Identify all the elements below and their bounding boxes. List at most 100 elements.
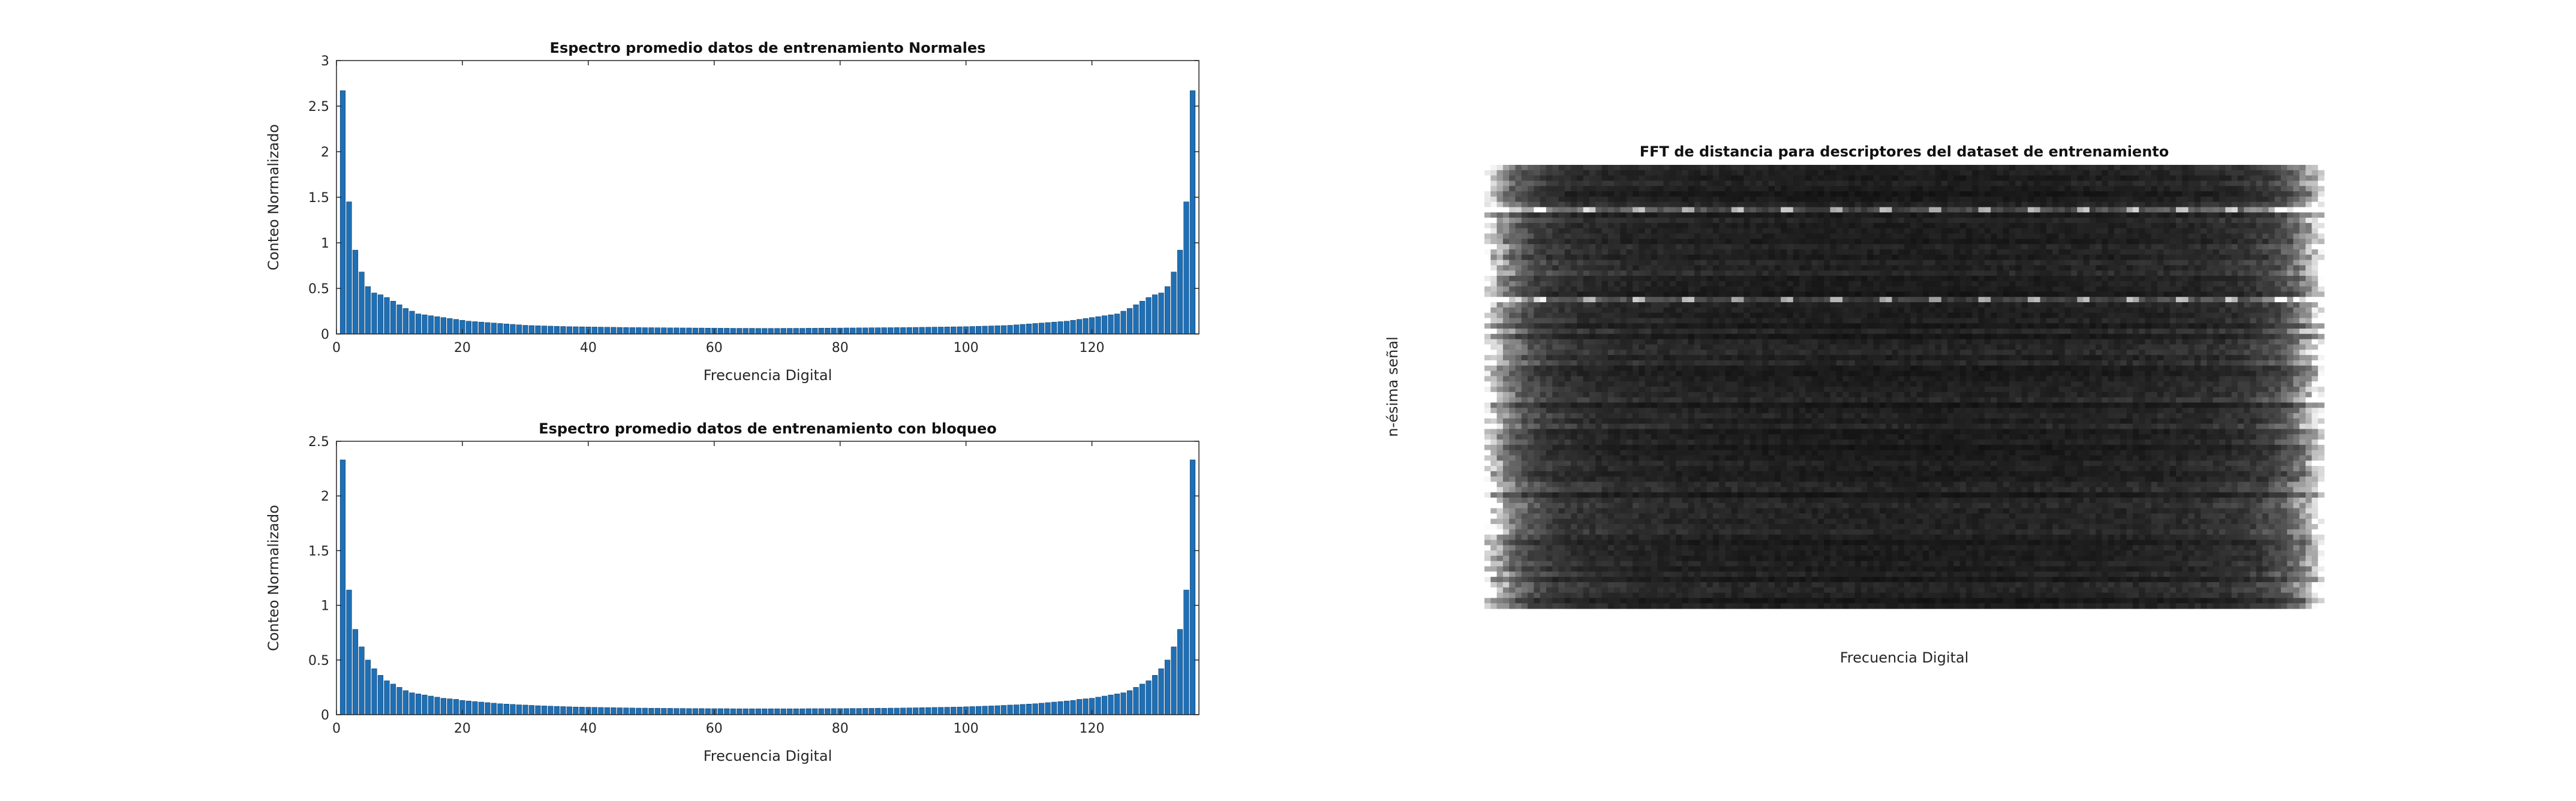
heatmap-cell	[1756, 175, 1763, 182]
heatmap-cell	[1509, 244, 1516, 250]
heatmap-cell	[2293, 318, 2300, 324]
heatmap-cell	[2237, 297, 2244, 303]
heatmap-cell	[2194, 201, 2201, 208]
heatmap-cell	[1601, 207, 1609, 213]
heatmap-cell	[1645, 339, 1652, 345]
heatmap-cell	[2139, 323, 2146, 329]
heatmap-cell	[2157, 270, 2164, 276]
chart-bloqueo-bar	[535, 705, 541, 715]
heatmap-cell	[1528, 180, 1534, 186]
heatmap-cell	[1712, 286, 1720, 293]
heatmap-cell	[2070, 307, 2078, 314]
heatmap-cell	[1830, 212, 1837, 218]
heatmap-cell	[1583, 249, 1590, 255]
heatmap-cell	[1904, 276, 1911, 282]
heatmap-cell	[1719, 244, 1726, 250]
heatmap-cell	[1959, 286, 1967, 293]
heatmap-cell	[2089, 196, 2096, 203]
heatmap-cell	[1496, 323, 1504, 329]
heatmap-cell	[1774, 207, 1781, 213]
heatmap-cell	[2299, 307, 2306, 314]
heatmap-cell	[1959, 170, 1967, 176]
heatmap-cell	[1941, 196, 1948, 203]
heatmap-cell	[2015, 207, 2022, 213]
heatmap-cell	[1595, 329, 1603, 335]
heatmap-cell	[1558, 249, 1565, 255]
heatmap-cell	[2070, 265, 2078, 271]
heatmap-cell	[2145, 302, 2152, 308]
heatmap-cell	[1490, 228, 1498, 234]
heatmap-cell	[1688, 191, 1695, 197]
heatmap-cell	[1873, 281, 1880, 287]
heatmap-cell	[1787, 286, 1794, 293]
heatmap-cell	[2132, 270, 2139, 276]
heatmap-cell	[1959, 297, 1967, 303]
heatmap-cell	[1669, 333, 1676, 340]
heatmap-cell	[1774, 239, 1781, 245]
heatmap-cell	[1607, 222, 1615, 229]
heatmap-cell	[1633, 307, 1639, 314]
heatmap-cell	[1682, 339, 1689, 345]
chart-normales-bar	[862, 327, 868, 335]
heatmap-cell	[1694, 254, 1701, 261]
chart-bloqueo-bar	[674, 708, 680, 715]
heatmap-cell	[2163, 333, 2171, 340]
heatmap-cell	[1725, 239, 1732, 245]
heatmap-cell	[1978, 302, 1985, 308]
heatmap-cell	[2126, 207, 2133, 213]
heatmap-cell	[1781, 297, 1788, 303]
heatmap-cell	[2268, 222, 2276, 229]
heatmap-cell	[1750, 254, 1757, 261]
heatmap-cell	[1774, 170, 1781, 176]
heatmap-cell	[2312, 233, 2319, 239]
heatmap-cell	[1589, 281, 1596, 287]
heatmap-cell	[2058, 239, 2066, 245]
heatmap-cell	[2027, 307, 2034, 314]
heatmap-cell	[1694, 170, 1701, 176]
heatmap-cell	[1886, 270, 1893, 276]
heatmap-cell	[2182, 175, 2189, 182]
heatmap-cell	[2188, 297, 2195, 303]
chart-normales-bar	[868, 327, 874, 335]
heatmap-cell	[1731, 201, 1738, 208]
heatmap-cell	[2058, 339, 2066, 345]
chart-bloqueo-bar	[384, 680, 390, 715]
heatmap-cell	[2139, 165, 2146, 171]
heatmap-cell	[1712, 254, 1720, 261]
heatmap-cell	[1892, 212, 1899, 218]
heatmap-cell	[1577, 254, 1584, 261]
heatmap-cell	[2040, 318, 2047, 324]
heatmap-cell	[1645, 170, 1652, 176]
heatmap-cell	[2244, 323, 2251, 329]
heatmap-cell	[1768, 281, 1775, 287]
heatmap-cell	[2070, 312, 2078, 319]
heatmap-cell	[2182, 196, 2189, 203]
heatmap-cell	[1750, 307, 1757, 314]
heatmap-cell	[2225, 222, 2232, 229]
heatmap-cell	[1830, 165, 1837, 171]
heatmap-cell	[1787, 233, 1794, 239]
heatmap-cell	[2003, 329, 2010, 335]
chart-bloqueo-x-tick-label: 60	[706, 721, 723, 736]
heatmap-cell	[1892, 196, 1899, 203]
heatmap-cell	[1712, 180, 1720, 186]
heatmap-cell	[1663, 207, 1670, 213]
heatmap-cell	[2287, 186, 2294, 192]
heatmap-cell	[2009, 260, 2016, 266]
heatmap-cell	[1879, 339, 1886, 345]
heatmap-cell	[1817, 228, 1824, 234]
heatmap-cell	[2132, 201, 2139, 208]
heatmap-cell	[1571, 312, 1578, 319]
heatmap-cell	[2219, 249, 2226, 255]
heatmap-cell	[1577, 329, 1584, 335]
heatmap-cell	[2268, 302, 2276, 308]
heatmap-cell	[2250, 265, 2257, 271]
heatmap-cell	[1607, 312, 1615, 319]
heatmap-cell	[1929, 239, 1936, 245]
heatmap-cell	[2021, 201, 2028, 208]
heatmap-cell	[1959, 228, 1967, 234]
heatmap-cell	[1669, 170, 1676, 176]
heatmap-cell	[1793, 270, 1800, 276]
heatmap-cell	[1577, 175, 1584, 182]
heatmap-cell	[1873, 323, 1880, 329]
